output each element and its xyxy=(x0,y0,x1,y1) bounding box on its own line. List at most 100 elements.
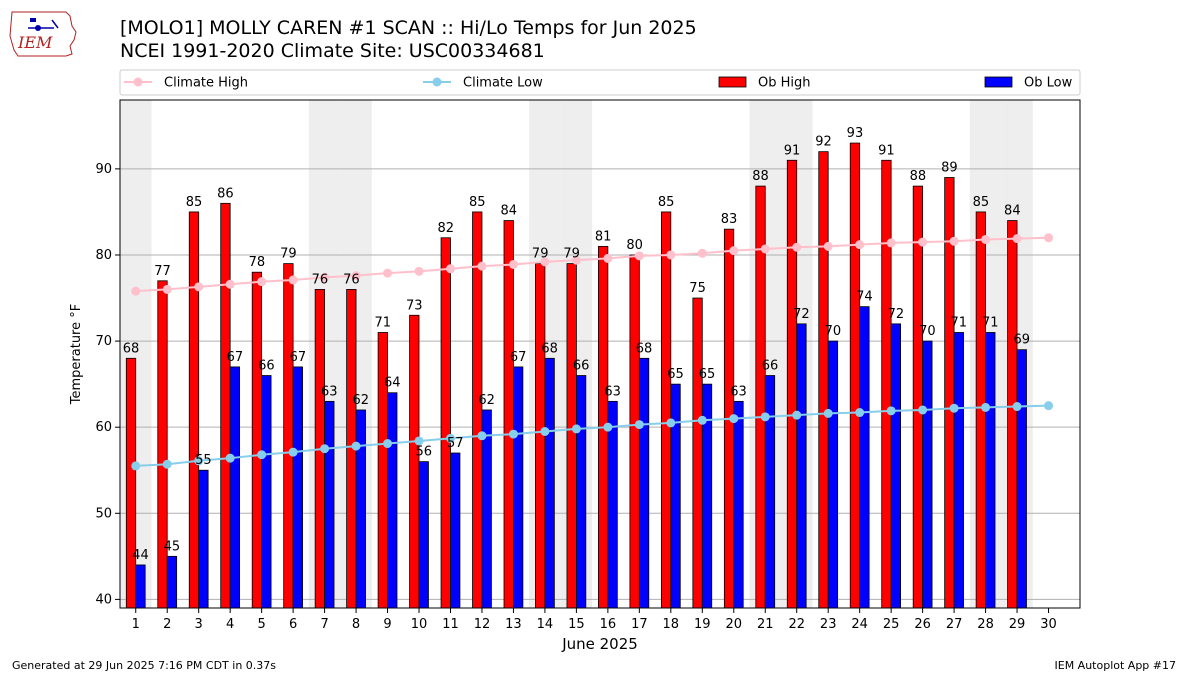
ob-high-label: 92 xyxy=(815,135,832,150)
climate-high-point xyxy=(320,272,330,282)
ob-low-label: 66 xyxy=(762,359,779,374)
climate-low-point xyxy=(1012,402,1022,412)
x-tick-label: 13 xyxy=(505,617,522,632)
climate-high-point xyxy=(571,255,581,265)
climate-high-point xyxy=(918,237,928,247)
x-tick-label: 27 xyxy=(946,617,963,632)
ob-high-bar xyxy=(535,263,546,609)
legend-box xyxy=(119,69,1081,96)
ob-high-label: 76 xyxy=(343,272,360,287)
x-tick-label: 8 xyxy=(352,617,360,632)
x-tick-label: 5 xyxy=(257,617,265,632)
y-tick-label: 60 xyxy=(95,420,112,435)
x-tick-label: 7 xyxy=(320,617,328,632)
climate-low-point xyxy=(855,408,865,418)
legend-marker xyxy=(133,77,143,87)
climate-high-point xyxy=(886,238,896,248)
ob-high-label: 91 xyxy=(784,143,801,158)
ob-low-bar xyxy=(1016,349,1027,609)
climate-low-point xyxy=(225,453,235,463)
climate-low-point xyxy=(571,424,581,434)
ob-high-label: 81 xyxy=(595,229,612,244)
ob-low-bar xyxy=(953,332,964,609)
app-footer: IEM Autoplot App #17 xyxy=(1054,659,1177,672)
y-tick-label: 80 xyxy=(95,248,112,263)
ob-high-label: 84 xyxy=(500,204,517,219)
ob-high-label: 85 xyxy=(186,195,203,210)
climate-low-point xyxy=(194,456,204,466)
bar-labels: 68 44 77 45 85 55 86 67 78 66 79 67 76 63 76 62 71 64 73 56… xyxy=(123,126,1030,563)
ob-low-label: 70 xyxy=(919,324,936,339)
x-tick-label: 21 xyxy=(757,617,774,632)
climate-high-point xyxy=(666,250,676,260)
x-tick-label: 19 xyxy=(694,617,711,632)
ob-high-label: 93 xyxy=(847,126,864,141)
y-tick-label: 90 xyxy=(95,162,112,177)
ob-high-label: 85 xyxy=(658,195,675,210)
ob-high-label: 79 xyxy=(532,247,549,262)
ob-low-label: 68 xyxy=(636,341,653,356)
ob-low-bar xyxy=(513,366,524,609)
ob-low-bar xyxy=(198,469,209,609)
climate-low-point xyxy=(288,447,298,457)
climate-high-point xyxy=(697,248,707,258)
climate-high-point xyxy=(949,236,959,246)
ob-low-label: 71 xyxy=(951,315,968,330)
ob-low-label: 70 xyxy=(825,324,842,339)
legend-label: Ob High xyxy=(758,76,811,91)
ob-low-bar xyxy=(764,375,776,609)
climate-low-point xyxy=(540,426,550,436)
climate-low-point xyxy=(981,402,991,412)
ob-low-bar xyxy=(827,340,839,609)
climate-high-point xyxy=(414,266,424,276)
ob-low-bar xyxy=(575,375,587,609)
ob-low-label: 67 xyxy=(227,350,244,365)
legend-marker xyxy=(432,77,442,87)
ob-low-bar xyxy=(670,383,681,609)
y-tick-label: 40 xyxy=(95,592,112,607)
ob-low-bar xyxy=(985,332,996,609)
climate-high-point xyxy=(508,259,518,269)
ob-high-label: 86 xyxy=(217,186,234,201)
ob-low-label: 69 xyxy=(1013,333,1030,348)
ob-high-label: 83 xyxy=(721,212,738,227)
legend: Climate High Climate Low Ob High Ob Low xyxy=(119,69,1081,96)
climate-low-point xyxy=(477,431,487,441)
ob-low-bar xyxy=(890,323,901,609)
ob-low-label: 62 xyxy=(478,393,495,408)
legend-bar-swatch xyxy=(984,76,1013,88)
climate-low-point xyxy=(886,406,896,416)
ob-low-bar xyxy=(922,340,933,609)
ob-high-label: 88 xyxy=(752,169,769,184)
ob-high-bar xyxy=(692,297,703,609)
x-tick-label: 11 xyxy=(442,617,459,632)
ob-low-bar xyxy=(544,357,555,609)
ob-low-bar xyxy=(859,306,870,609)
ob-high-label: 80 xyxy=(626,238,643,253)
climate-high-point xyxy=(792,242,802,252)
climate-low-point xyxy=(414,436,424,446)
ob-high-label: 84 xyxy=(1004,204,1021,219)
ob-high-label: 85 xyxy=(973,195,990,210)
y-axis-ticks: 40 50 60 70 80 90 xyxy=(95,162,120,607)
climate-low-point xyxy=(162,459,172,469)
ob-high-bar xyxy=(251,271,263,609)
climate-low-point xyxy=(445,433,455,443)
ob-low-bar xyxy=(229,366,241,609)
ob-high-bar xyxy=(125,357,137,609)
climate-high-point xyxy=(760,244,770,254)
ob-high-label: 73 xyxy=(406,298,423,313)
x-tick-label: 17 xyxy=(631,617,648,632)
ob-low-label: 57 xyxy=(447,436,464,451)
ob-high-bar xyxy=(440,237,451,609)
x-tick-label: 29 xyxy=(1009,617,1026,632)
climate-low-line xyxy=(135,404,1049,467)
climate-high-point xyxy=(257,277,267,287)
ob-high-label: 85 xyxy=(469,195,486,210)
x-tick-label: 28 xyxy=(977,617,994,632)
ob-low-label: 72 xyxy=(793,307,810,322)
climate-high-point xyxy=(225,279,235,289)
x-tick-label: 18 xyxy=(663,617,680,632)
climate-high-point xyxy=(194,282,204,292)
x-tick-label: 16 xyxy=(600,617,617,632)
